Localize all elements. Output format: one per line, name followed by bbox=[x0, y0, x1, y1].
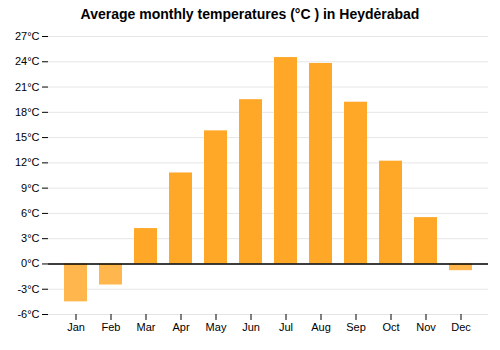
svg-text:Nov: Nov bbox=[416, 321, 436, 333]
svg-text:18°C: 18°C bbox=[15, 106, 40, 118]
svg-text:21°C: 21°C bbox=[15, 81, 40, 93]
svg-text:27°C: 27°C bbox=[15, 30, 40, 42]
svg-text:Oct: Oct bbox=[382, 321, 399, 333]
svg-text:24°C: 24°C bbox=[15, 55, 40, 67]
svg-text:-3°C: -3°C bbox=[17, 283, 39, 295]
svg-text:Apr: Apr bbox=[172, 321, 189, 333]
svg-text:-6°C: -6°C bbox=[17, 308, 39, 320]
svg-text:12°C: 12°C bbox=[15, 156, 40, 168]
svg-text:0°C: 0°C bbox=[21, 257, 40, 269]
svg-text:Dec: Dec bbox=[451, 321, 471, 333]
svg-text:Aug: Aug bbox=[311, 321, 331, 333]
svg-text:Sep: Sep bbox=[346, 321, 366, 333]
html-text:Average monthly temperatures (: Average monthly temperatures (°C ) in He… bbox=[80, 6, 420, 22]
svg-text:3°C: 3°C bbox=[21, 232, 40, 244]
svg-text:May: May bbox=[206, 321, 227, 333]
svg-text:15°C: 15°C bbox=[15, 131, 40, 143]
svg-text:9°C: 9°C bbox=[21, 182, 40, 194]
svg-text:Jul: Jul bbox=[279, 321, 293, 333]
svg-text:Feb: Feb bbox=[102, 321, 121, 333]
svg-text:Jun: Jun bbox=[242, 321, 260, 333]
svg-text:Mar: Mar bbox=[137, 321, 156, 333]
svg-text:6°C: 6°C bbox=[21, 207, 40, 219]
svg-text:Jan: Jan bbox=[67, 321, 85, 333]
